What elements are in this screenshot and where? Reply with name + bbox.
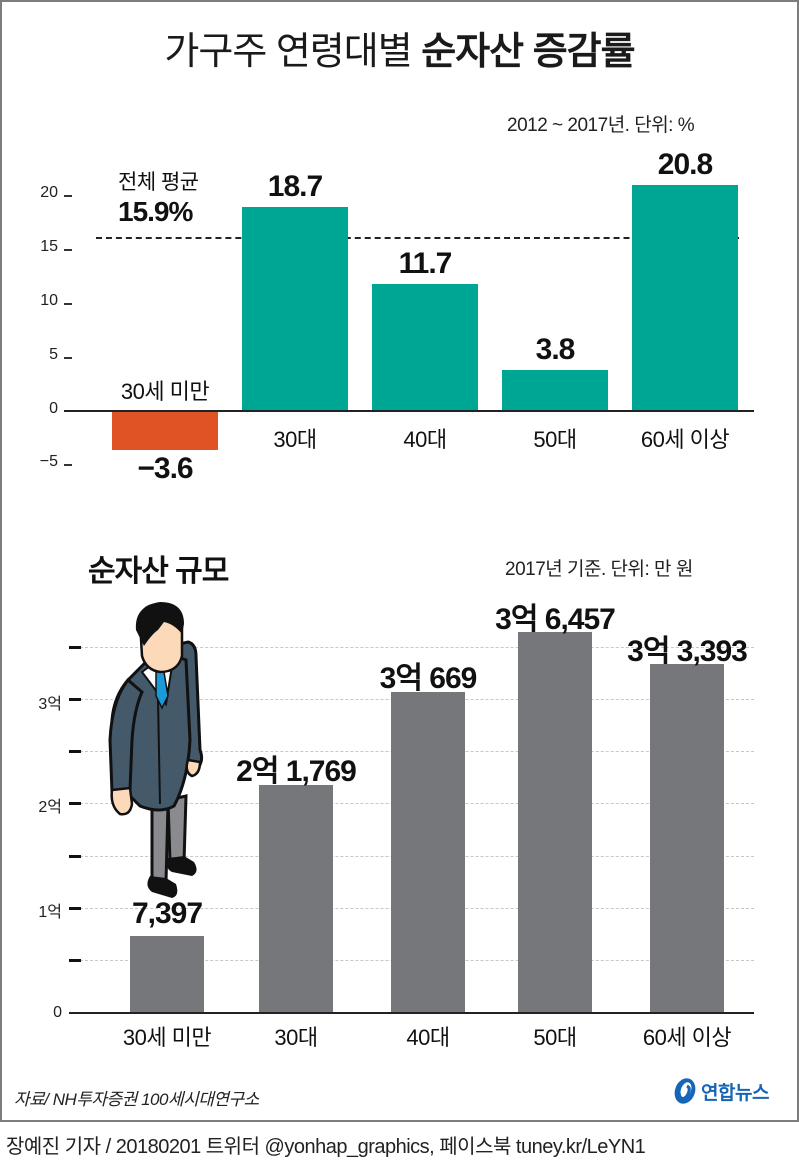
- title-light: 가구주 연령대별: [164, 31, 422, 73]
- y-tick-label: 2억: [38, 799, 62, 816]
- y-tick-label: 10: [40, 292, 58, 309]
- y-tick-mark: [69, 855, 81, 858]
- asset-bar-40s: [391, 692, 465, 1013]
- category-label: 30대: [273, 427, 317, 452]
- y-tick-mark: [64, 249, 72, 251]
- bar-under30: [112, 412, 218, 450]
- y-tick-label: 0: [53, 1004, 62, 1021]
- chart2-title: 순자산 규모: [88, 555, 229, 588]
- value-label: −3.6: [137, 452, 193, 485]
- average-label: 전체 평균: [118, 171, 199, 194]
- bar-40s: [372, 284, 478, 411]
- chart2-zero-axis: [69, 1012, 754, 1014]
- y-tick-label: −5: [39, 453, 58, 470]
- value-label: 18.7: [267, 170, 323, 203]
- category-label: 60세 이상: [640, 427, 730, 452]
- value-label: 3억 669: [379, 662, 478, 695]
- asset-bar-under30: [130, 936, 204, 1013]
- y-tick-mark: [69, 698, 81, 701]
- y-tick-mark: [69, 646, 81, 649]
- category-label: 30대: [274, 1025, 318, 1050]
- title-bold: 순자산 증감률: [421, 31, 635, 73]
- y-tick-mark: [64, 303, 72, 305]
- y-tick-mark: [69, 750, 81, 753]
- average-reference-line: [96, 237, 739, 239]
- yonhap-logo: 연합뉴스: [672, 1076, 769, 1106]
- average-value: 15.9%: [118, 196, 193, 227]
- y-tick-label: 5: [49, 346, 58, 363]
- value-label: 2억 1,769: [236, 755, 357, 788]
- category-label: 50대: [533, 1025, 577, 1050]
- y-tick-label: 3억: [38, 696, 62, 713]
- y-tick-label: 0: [49, 400, 58, 417]
- y-tick-mark: [69, 907, 81, 910]
- asset-bar-60plus: [650, 664, 724, 1013]
- asset-bar-50s: [518, 632, 592, 1013]
- businessman-illustration-icon: [108, 602, 204, 898]
- page-title: 가구주 연령대별 순자산 증감률: [0, 20, 799, 75]
- yonhap-logo-icon: [674, 1078, 696, 1104]
- yonhap-logo-text: 연합뉴스: [701, 1082, 769, 1104]
- y-tick-mark: [64, 195, 72, 197]
- value-label: 11.7: [398, 247, 453, 280]
- grid-line: [80, 647, 754, 648]
- bar-60plus: [632, 185, 738, 411]
- category-label: 40대: [403, 427, 447, 452]
- credit-line: 장예진 기자 / 20180201 트위터 @yonhap_graphics, …: [6, 1136, 646, 1158]
- chart1-unit-note: 2012 ~ 2017년. 단위: %: [507, 115, 695, 136]
- y-tick-label: 1억: [38, 904, 62, 921]
- y-tick-mark: [69, 959, 81, 962]
- category-label: 50대: [533, 427, 577, 452]
- value-label: 7,397: [131, 897, 203, 930]
- y-tick-label: 20: [40, 184, 58, 201]
- category-label: 40대: [406, 1025, 450, 1050]
- value-label: 3.8: [535, 333, 576, 366]
- y-tick-mark: [64, 464, 72, 466]
- bar-50s: [502, 370, 608, 411]
- category-label: 60세 이상: [642, 1025, 732, 1050]
- bar-30s: [242, 207, 348, 411]
- y-tick-mark: [69, 802, 81, 805]
- y-tick-label: 15: [40, 238, 58, 255]
- asset-bar-30s: [259, 785, 333, 1013]
- y-tick-mark: [64, 357, 72, 359]
- value-label: 3억 6,457: [495, 603, 616, 636]
- chart2-unit-note: 2017년 기준. 단위: 만 원: [505, 559, 693, 580]
- source-note: 자료/ NH투자증권 100세시대연구소: [14, 1090, 259, 1109]
- category-label: 30세 미만: [120, 379, 210, 404]
- value-label: 20.8: [657, 148, 713, 181]
- chart1-zero-axis: [64, 410, 754, 412]
- value-label: 3억 3,393: [627, 635, 748, 668]
- category-label: 30세 미만: [122, 1025, 212, 1050]
